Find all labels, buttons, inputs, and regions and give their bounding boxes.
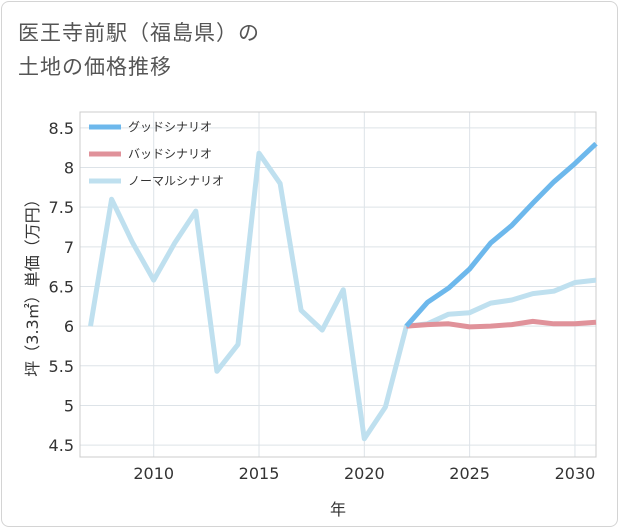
y-tick-label: 7.5 bbox=[49, 198, 74, 217]
chart-title-line-1: 医王寺前駅（福島県）の bbox=[18, 21, 260, 45]
x-tick-label: 2025 bbox=[449, 464, 490, 483]
y-tick-label: 8.5 bbox=[49, 119, 74, 138]
legend-label: バッドシナリオ bbox=[128, 147, 212, 161]
y-axis-label: 坪（3.3㎡）単価（万円） bbox=[23, 191, 42, 376]
legend-label: グッドシナリオ bbox=[128, 120, 212, 134]
y-tick-label: 7 bbox=[64, 238, 74, 257]
x-tick-label: 2010 bbox=[133, 464, 174, 483]
x-tick-label: 2020 bbox=[344, 464, 385, 483]
series-line-1 bbox=[406, 318, 597, 330]
series-line-2 bbox=[88, 150, 597, 442]
y-tick-label: 5.5 bbox=[49, 357, 74, 376]
y-tick-label: 6 bbox=[64, 317, 74, 336]
x-axis-label: 年 bbox=[330, 500, 346, 519]
plot-area bbox=[79, 111, 597, 458]
series-line-0 bbox=[404, 141, 598, 328]
y-axis-ticks: 4.5 5 5.5 6 6.5 7 7.5 8 8.5 bbox=[49, 119, 74, 455]
legend-label: ノーマルシナリオ bbox=[128, 174, 224, 188]
y-tick-label: 8 bbox=[64, 159, 74, 178]
x-tick-label: 2015 bbox=[239, 464, 280, 483]
y-tick-label: 6.5 bbox=[49, 277, 74, 296]
series-layer bbox=[88, 141, 598, 442]
y-tick-label: 5 bbox=[64, 396, 74, 415]
x-axis-ticks: 2010 2015 2020 2025 2030 bbox=[133, 464, 595, 483]
chart-title: 医王寺前駅（福島県）の 土地の価格推移 bbox=[18, 16, 260, 84]
chart-title-line-2: 土地の価格推移 bbox=[18, 55, 172, 79]
y-tick-label: 4.5 bbox=[49, 436, 74, 455]
grid-lines bbox=[80, 112, 596, 457]
x-tick-label: 2030 bbox=[555, 464, 596, 483]
